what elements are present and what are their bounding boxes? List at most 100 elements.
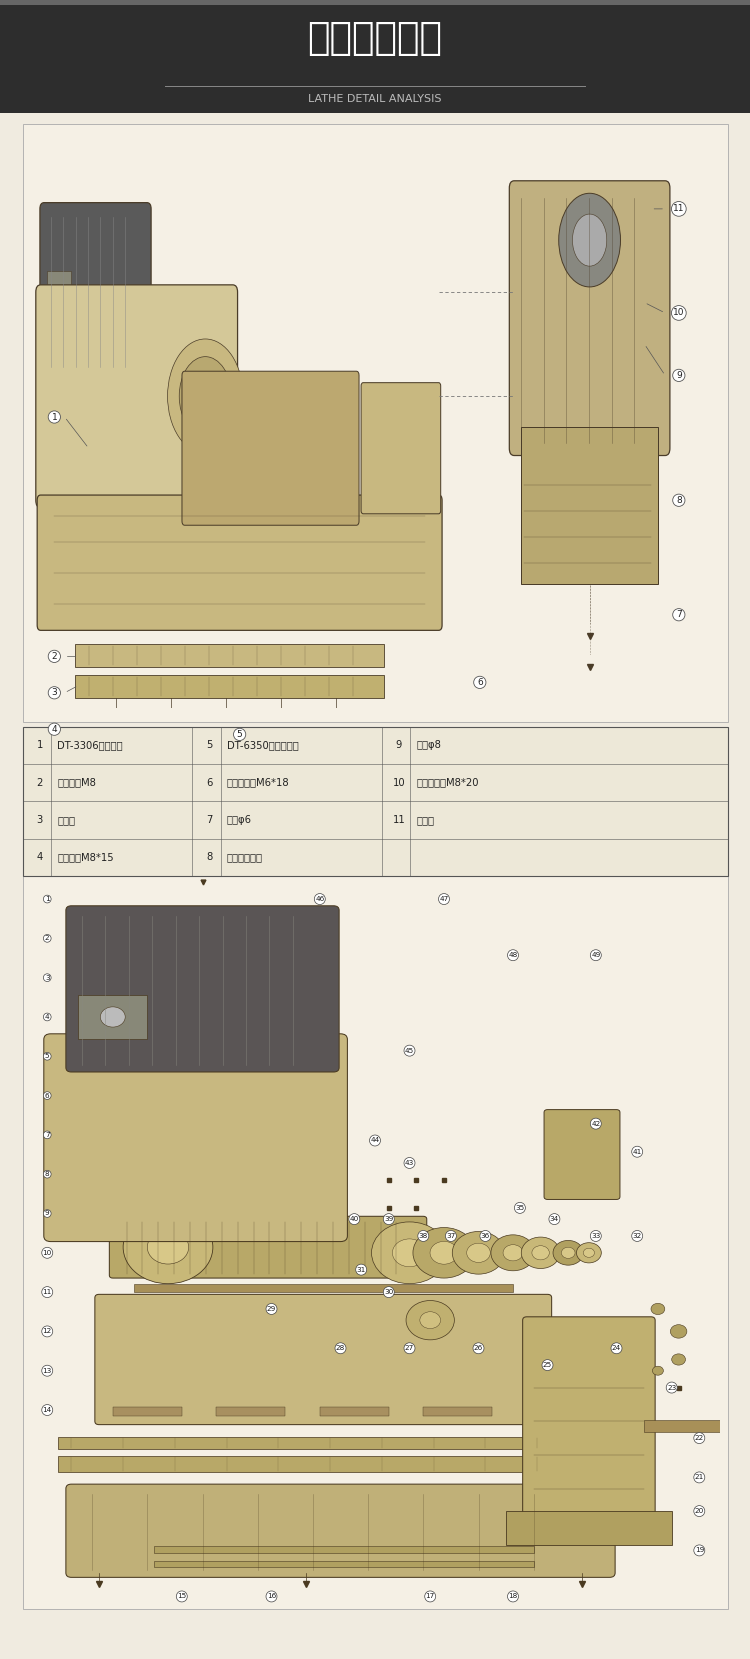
- FancyBboxPatch shape: [544, 1110, 620, 1199]
- FancyBboxPatch shape: [38, 494, 442, 630]
- Text: 24: 24: [612, 1345, 621, 1352]
- Text: 6: 6: [206, 778, 212, 788]
- FancyBboxPatch shape: [66, 906, 339, 1072]
- Text: 34: 34: [550, 1216, 559, 1223]
- Bar: [521, 428, 658, 584]
- Bar: [320, 1407, 388, 1415]
- Text: 5: 5: [45, 1053, 50, 1060]
- Bar: [47, 272, 71, 343]
- Circle shape: [100, 1007, 125, 1027]
- Text: 10: 10: [43, 1249, 52, 1256]
- Text: 车床细节剖析: 车床细节剖析: [308, 22, 442, 58]
- Bar: [75, 675, 384, 698]
- Text: 9: 9: [45, 1211, 50, 1216]
- Text: 49: 49: [591, 952, 601, 959]
- Circle shape: [406, 1301, 454, 1340]
- Text: 25: 25: [543, 1362, 552, 1369]
- FancyBboxPatch shape: [182, 372, 359, 526]
- Text: 35: 35: [515, 1204, 524, 1211]
- Text: 副电机: 副电机: [416, 815, 434, 825]
- Text: 11: 11: [393, 815, 405, 825]
- FancyBboxPatch shape: [44, 1034, 347, 1241]
- Text: 1: 1: [45, 896, 50, 902]
- FancyBboxPatch shape: [94, 1294, 552, 1425]
- Text: 2: 2: [52, 652, 57, 660]
- Text: 48: 48: [509, 952, 518, 959]
- Text: 8: 8: [676, 496, 682, 504]
- Circle shape: [670, 1324, 687, 1339]
- Bar: [78, 994, 147, 1040]
- FancyBboxPatch shape: [110, 1216, 427, 1277]
- Text: 10: 10: [673, 309, 685, 317]
- Bar: [58, 1457, 610, 1472]
- Text: 10: 10: [393, 778, 405, 788]
- Text: 12: 12: [43, 1329, 52, 1334]
- Text: 38: 38: [419, 1233, 428, 1239]
- Text: 弹垫φ6: 弹垫φ6: [226, 815, 251, 825]
- Text: 副电机连接板: 副电机连接板: [226, 853, 262, 863]
- Bar: [423, 1407, 492, 1415]
- Circle shape: [147, 1231, 189, 1264]
- Text: 37: 37: [446, 1233, 455, 1239]
- Text: DT-3306木工车床: DT-3306木工车床: [57, 740, 123, 750]
- Bar: [0, 0, 750, 5]
- FancyBboxPatch shape: [523, 1317, 656, 1520]
- Text: 32: 32: [632, 1233, 642, 1239]
- Text: 36: 36: [481, 1233, 490, 1239]
- Text: 8: 8: [45, 1171, 50, 1178]
- Text: 31: 31: [356, 1266, 366, 1272]
- Text: 39: 39: [384, 1216, 394, 1223]
- Text: 9: 9: [396, 740, 402, 750]
- Text: 4: 4: [37, 853, 43, 863]
- Text: 29: 29: [267, 1306, 276, 1312]
- Bar: [0, 0, 750, 113]
- Circle shape: [651, 1304, 664, 1314]
- Text: 5: 5: [206, 740, 212, 750]
- Text: 8: 8: [206, 853, 212, 863]
- Circle shape: [371, 1223, 448, 1284]
- Circle shape: [561, 1248, 575, 1259]
- Circle shape: [53, 297, 66, 319]
- Circle shape: [532, 1246, 549, 1259]
- Text: 11: 11: [673, 204, 685, 214]
- Text: 13: 13: [43, 1367, 52, 1374]
- Text: 43: 43: [405, 1160, 414, 1166]
- Text: 2: 2: [45, 936, 50, 941]
- Text: 5: 5: [237, 730, 242, 738]
- Bar: [112, 1407, 182, 1415]
- Text: LATHE DETAIL ANALYSIS: LATHE DETAIL ANALYSIS: [308, 95, 442, 105]
- Bar: [22, 124, 728, 722]
- Text: 17: 17: [425, 1593, 435, 1599]
- Text: 4: 4: [52, 725, 57, 733]
- Circle shape: [167, 338, 243, 453]
- Circle shape: [491, 1234, 535, 1271]
- Text: 11: 11: [43, 1289, 52, 1296]
- Text: 20: 20: [694, 1508, 704, 1515]
- Circle shape: [553, 1241, 584, 1266]
- Circle shape: [452, 1231, 505, 1274]
- Circle shape: [123, 1211, 213, 1284]
- Circle shape: [413, 1228, 475, 1277]
- Circle shape: [392, 1239, 427, 1267]
- Text: DT-6350十字工作台: DT-6350十字工作台: [226, 740, 298, 750]
- Bar: [154, 1546, 534, 1553]
- Text: 28: 28: [336, 1345, 345, 1352]
- Text: 40: 40: [350, 1216, 359, 1223]
- Text: 3: 3: [52, 688, 57, 697]
- FancyBboxPatch shape: [66, 1485, 615, 1578]
- Bar: [154, 1561, 534, 1568]
- Text: 44: 44: [370, 1138, 380, 1143]
- Text: 19: 19: [694, 1548, 704, 1553]
- Text: 16: 16: [267, 1593, 276, 1599]
- Text: 6: 6: [477, 679, 483, 687]
- Circle shape: [572, 214, 607, 265]
- Text: 2: 2: [37, 778, 43, 788]
- Bar: [134, 1284, 513, 1292]
- Text: 30: 30: [384, 1289, 394, 1296]
- Text: 7: 7: [206, 815, 212, 825]
- Bar: [22, 854, 728, 1609]
- Circle shape: [466, 1243, 490, 1262]
- Bar: [22, 727, 728, 876]
- Text: 14: 14: [43, 1407, 52, 1413]
- Text: 7: 7: [45, 1131, 50, 1138]
